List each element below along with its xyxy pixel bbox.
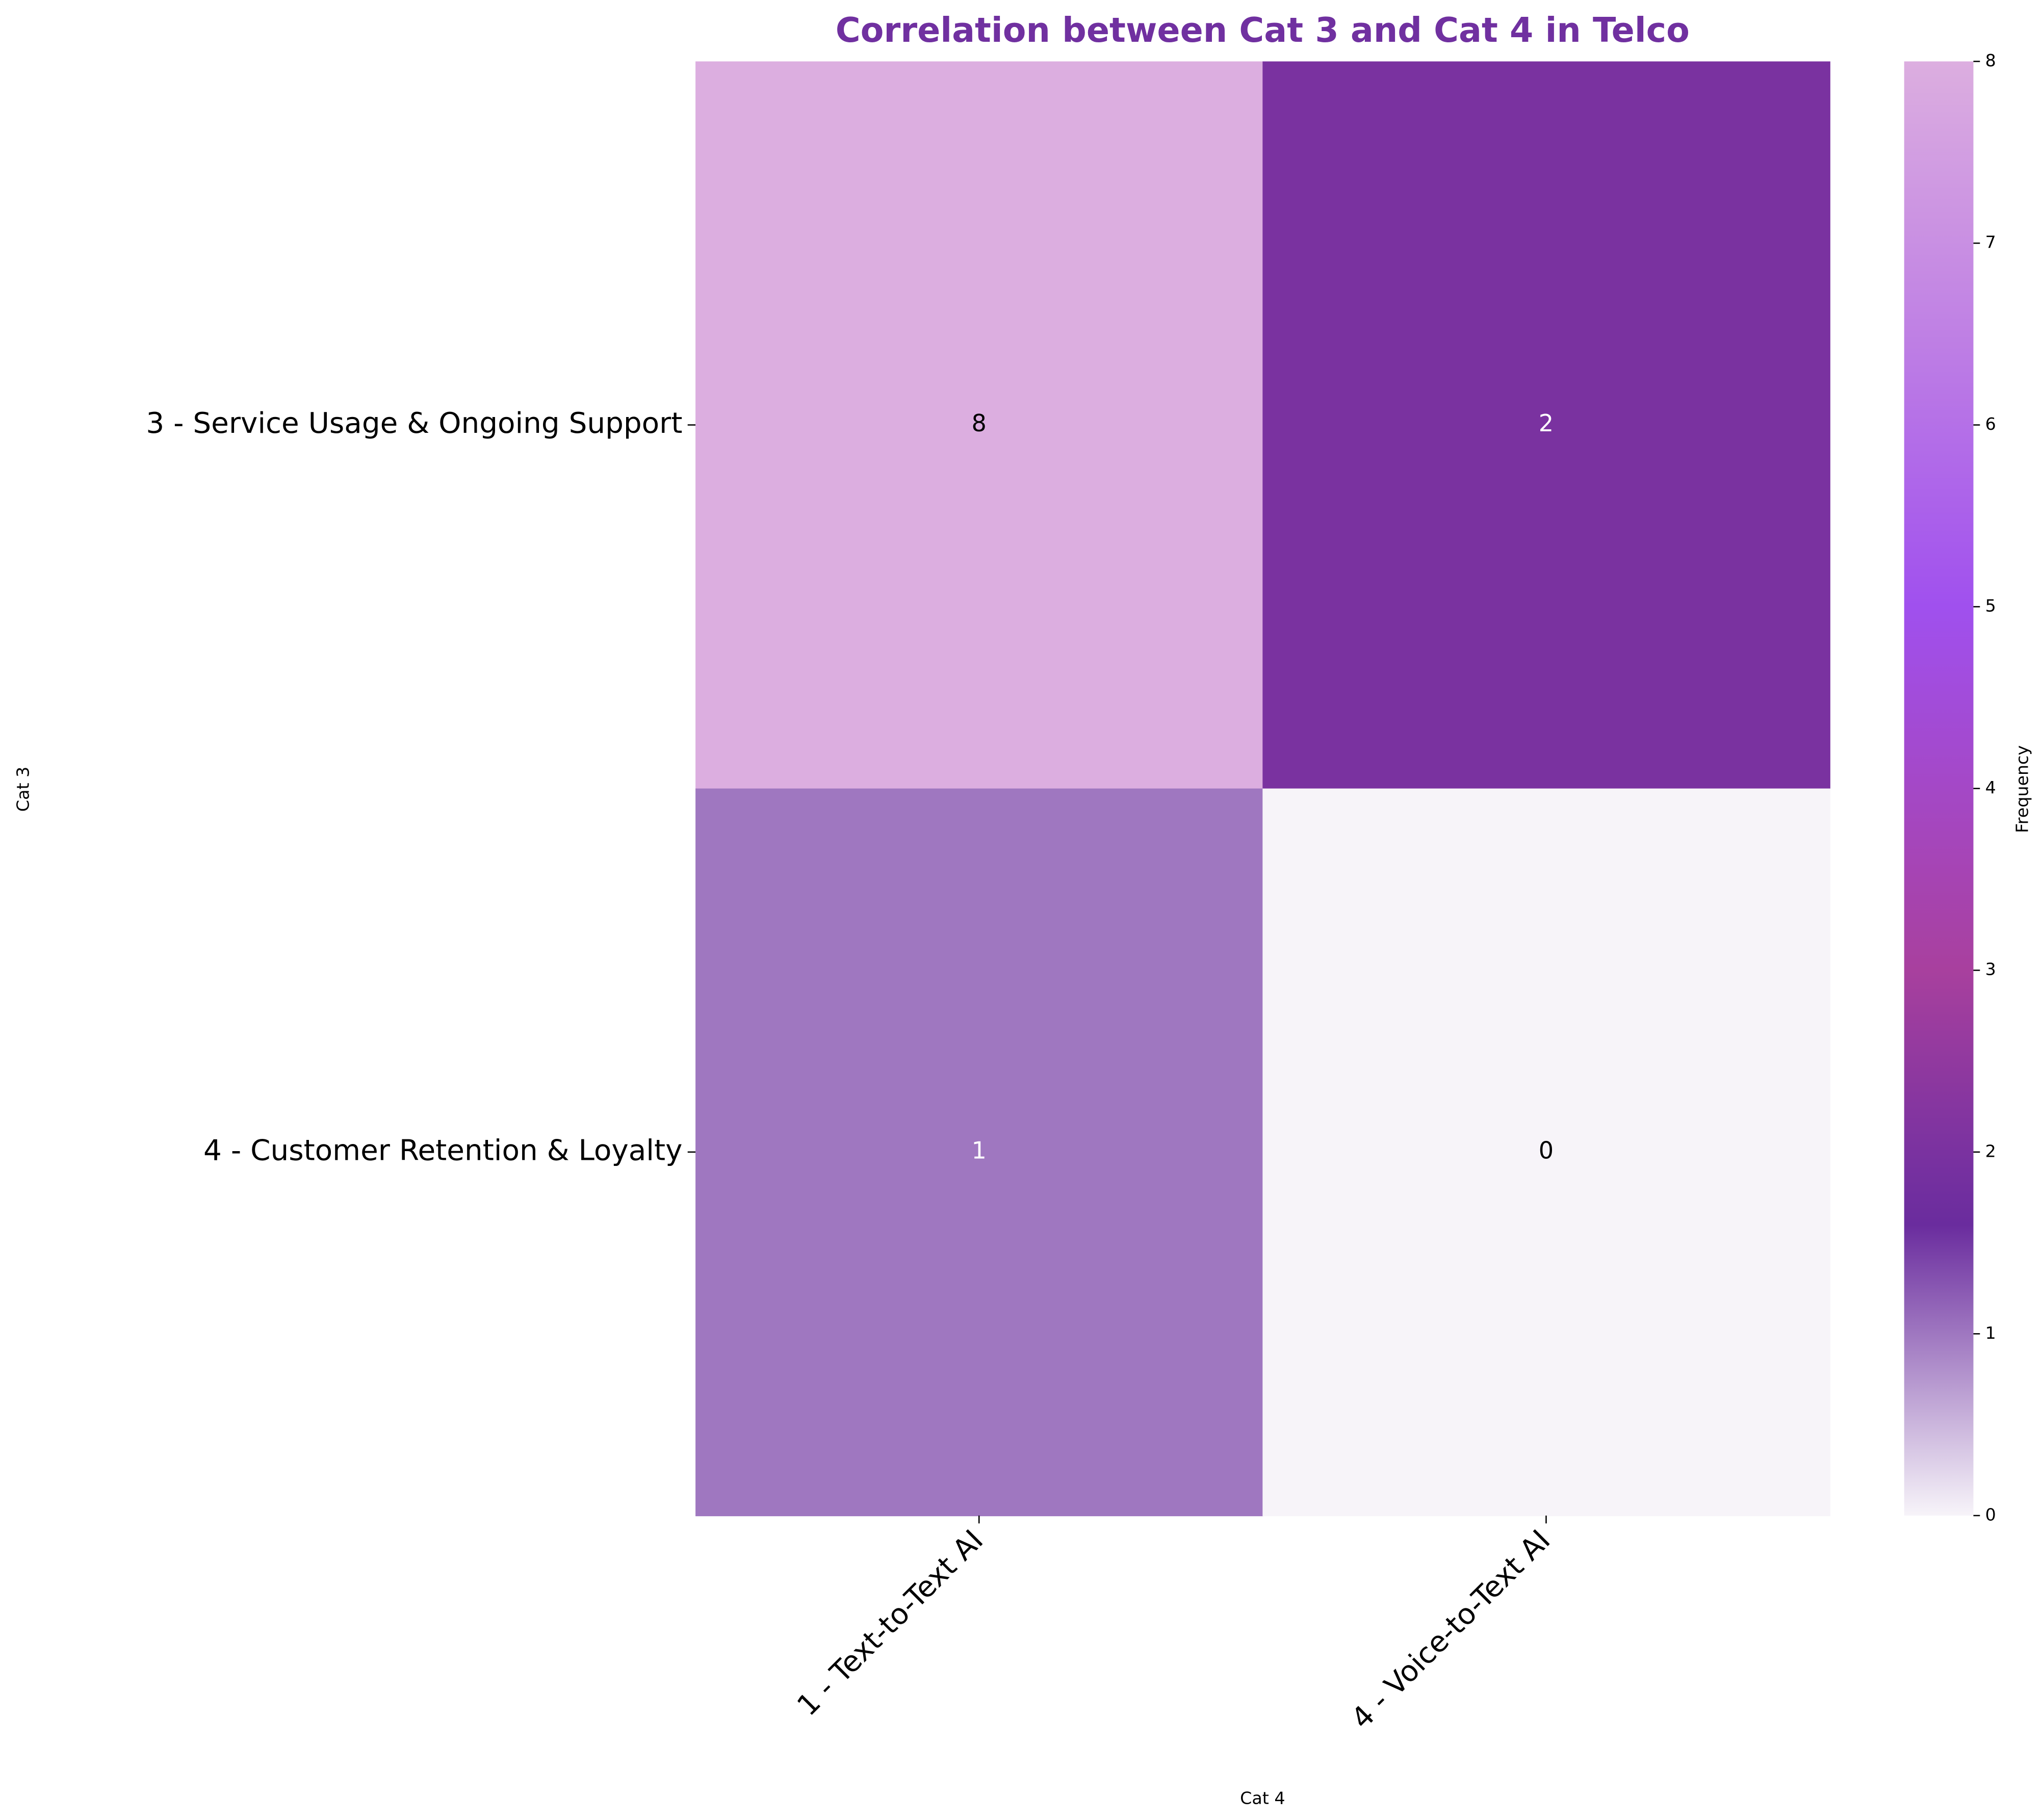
y-tick-label: 4 - Customer Retention & Loyalty xyxy=(203,1134,682,1167)
colorbar-tick-label: 4 xyxy=(1985,777,1996,797)
cell-label: 0 xyxy=(1539,1136,1554,1164)
y-tick-label: 3 - Service Usage & Ongoing Support xyxy=(146,407,682,440)
colorbar-tick-label: 2 xyxy=(1985,1141,1996,1161)
x-axis-label: Cat 4 xyxy=(1240,1788,1285,1808)
colorbar xyxy=(1904,61,1974,1516)
heatmap-cell xyxy=(1262,61,1830,789)
colorbar-tick-label: 7 xyxy=(1985,232,1996,252)
cell-label: 2 xyxy=(1539,409,1554,437)
cell-label: 1 xyxy=(972,1136,987,1164)
x-tick-label: 1 - Text-to-Text AI xyxy=(791,1524,990,1723)
y-axis-label: Cat 3 xyxy=(13,767,33,812)
colorbar-tick-label: 1 xyxy=(1985,1323,1996,1343)
chart-title: Correlation between Cat 3 and Cat 4 in T… xyxy=(836,10,1690,50)
cell-label: 8 xyxy=(972,409,987,437)
colorbar-tick-label: 5 xyxy=(1985,596,1996,616)
x-tick-label: 4 - Voice-to-Text AI xyxy=(1345,1524,1557,1735)
heatmap-cell xyxy=(1262,788,1830,1517)
heatmap-cell xyxy=(695,788,1263,1517)
colorbar-label: Frequency xyxy=(2012,745,2032,833)
colorbar-tick-label: 6 xyxy=(1985,414,1996,434)
colorbar-tick-label: 3 xyxy=(1985,959,1996,979)
colorbar-tick-label: 0 xyxy=(1985,1504,1996,1524)
heatmap-cell xyxy=(695,61,1263,789)
colorbar-tick-label: 8 xyxy=(1985,50,1996,70)
